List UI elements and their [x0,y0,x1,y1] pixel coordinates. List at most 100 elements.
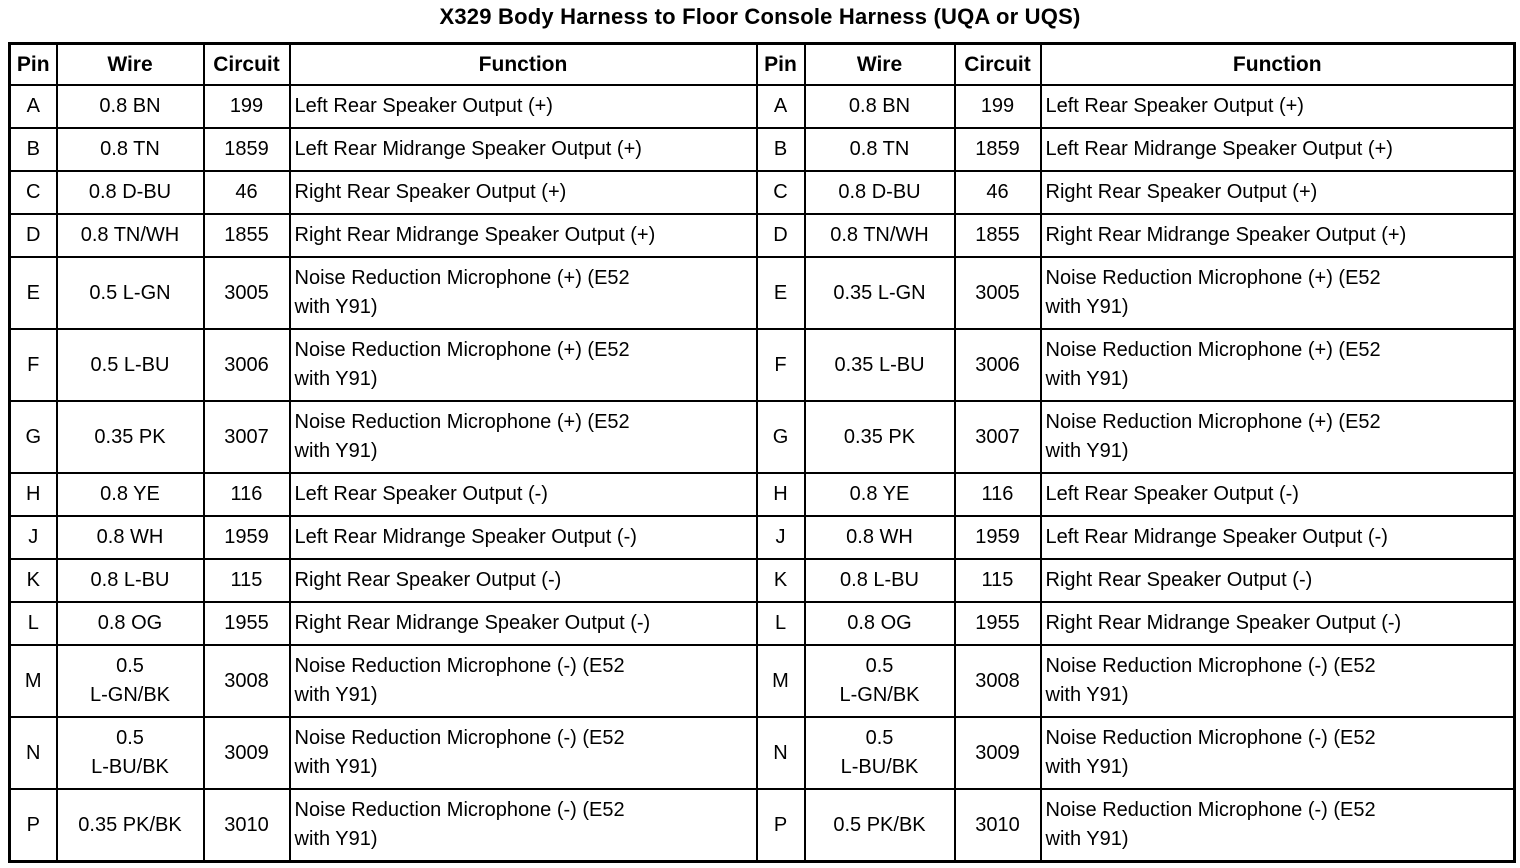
table-row: C 0.8 D-BU 46 Right Rear Speaker Output (+)… [8,170,1516,215]
header-row: Pin Wire Circuit Function Pin Wire Circu… [8,42,1516,86]
wire-cell: 0.8 BN [55,84,205,129]
wire-cell: 0.5 L-BU [55,328,205,402]
function-cell: Right Rear Speaker Output (-) [1039,558,1516,603]
pin-cell: M [8,644,58,718]
function-cell: Left Rear Midrange Speaker Output (+) [288,127,758,172]
circuit-cell: 3005 [953,256,1042,330]
function-cell: Noise Reduction Microphone (+) (E52 with… [1039,328,1516,402]
function-cell: Noise Reduction Microphone (+) (E52 with… [288,400,758,474]
pin-cell: C [755,170,806,215]
table-row: M 0.5 L-GN/BK 3008 Noise Reduction Micropho… [8,644,1516,718]
wire-cell: 0.8 WH [55,515,205,560]
function-cell: Left Rear Speaker Output (-) [288,472,758,517]
circuit-cell: 199 [953,84,1042,129]
pin-cell: C [8,170,58,215]
function-cell: Noise Reduction Microphone (-) (E52 with… [288,644,758,718]
function-cell: Noise Reduction Microphone (-) (E52 with… [1039,644,1516,718]
circuit-cell: 1855 [202,213,291,258]
function-cell: Noise Reduction Microphone (-) (E52 with… [288,716,758,790]
wire-cell: 0.8 D-BU [803,170,956,215]
circuit-cell: 1959 [953,515,1042,560]
circuit-cell: 1855 [953,213,1042,258]
function-cell: Left Rear Speaker Output (+) [288,84,758,129]
wire-cell: 0.8 L-BU [55,558,205,603]
pin-cell: J [8,515,58,560]
pin-cell: M [755,644,806,718]
wire-cell: 0.5 L-BU/BK [55,716,205,790]
function-cell: Right Rear Midrange Speaker Output (+) [1039,213,1516,258]
circuit-cell: 115 [953,558,1042,603]
pinout-table: Pin Wire Circuit Function Pin Wire Circu… [8,42,1516,863]
pin-cell: B [8,127,58,172]
wire-cell: 0.5 L-GN/BK [55,644,205,718]
wire-cell: 0.8 D-BU [55,170,205,215]
pin-cell: D [755,213,806,258]
wire-cell: 0.35 L-GN [803,256,956,330]
wire-cell: 0.8 OG [803,601,956,646]
pin-cell: N [8,716,58,790]
function-cell: Noise Reduction Microphone (-) (E52 with… [1039,788,1516,863]
circuit-cell: 46 [202,170,291,215]
pin-cell: H [755,472,806,517]
circuit-cell: 3010 [202,788,291,863]
function-cell: Noise Reduction Microphone (+) (E52 with… [1039,400,1516,474]
pin-cell: E [8,256,58,330]
pin-cell: E [755,256,806,330]
table-row: K 0.8 L-BU 115 Right Rear Speaker Output (-… [8,558,1516,603]
pin-cell: F [755,328,806,402]
pin-cell: D [8,213,58,258]
function-cell: Right Rear Speaker Output (+) [1039,170,1516,215]
wire-cell: 0.35 PK/BK [55,788,205,863]
function-cell: Right Rear Speaker Output (+) [288,170,758,215]
function-cell: Right Rear Midrange Speaker Output (-) [1039,601,1516,646]
header-function-right: Function [1039,42,1516,86]
circuit-cell: 3009 [953,716,1042,790]
wire-cell: 0.8 TN/WH [55,213,205,258]
page-title: X329 Body Harness to Floor Console Harne… [439,4,1081,29]
circuit-cell: 3007 [202,400,291,474]
pin-cell: G [8,400,58,474]
wire-cell: 0.35 PK [55,400,205,474]
table-row: N 0.5 L-BU/BK 3009 Noise Reduction Micropho… [8,716,1516,790]
circuit-cell: 1859 [202,127,291,172]
wire-cell: 0.8 TN/WH [803,213,956,258]
pin-cell: L [755,601,806,646]
circuit-cell: 3006 [953,328,1042,402]
pin-cell: K [8,558,58,603]
function-cell: Right Rear Midrange Speaker Output (+) [288,213,758,258]
pin-cell: N [755,716,806,790]
header-circuit-left: Circuit [202,42,291,86]
circuit-cell: 46 [953,170,1042,215]
function-cell: Noise Reduction Microphone (-) (E52 with… [288,788,758,863]
function-cell: Noise Reduction Microphone (+) (E52 with… [288,256,758,330]
wire-cell: 0.5 L-GN/BK [803,644,956,718]
circuit-cell: 3005 [202,256,291,330]
circuit-cell: 3006 [202,328,291,402]
pin-cell: A [8,84,58,129]
circuit-cell: 1955 [202,601,291,646]
pin-cell: G [755,400,806,474]
wire-cell: 0.8 L-BU [803,558,956,603]
circuit-cell: 3007 [953,400,1042,474]
circuit-cell: 1955 [953,601,1042,646]
pin-cell: P [8,788,58,863]
table-row: E 0.5 L-GN 3005 Noise Reduction Microphone … [8,256,1516,330]
table-row: J 0.8 WH 1959 Left Rear Midrange Speaker Ou… [8,515,1516,560]
wire-cell: 0.5 L-BU/BK [803,716,956,790]
wire-cell: 0.5 PK/BK [803,788,956,863]
pin-cell: P [755,788,806,863]
wire-cell: 0.8 BN [803,84,956,129]
pin-cell: L [8,601,58,646]
table-row: A 0.8 BN 199 Left Rear Speaker Output (+) A 0… [8,84,1516,129]
table-body: A 0.8 BN 199 Left Rear Speaker Output (+) A 0… [8,84,1516,863]
header-circuit-right: Circuit [953,42,1042,86]
circuit-cell: 3010 [953,788,1042,863]
function-cell: Noise Reduction Microphone (+) (E52 with… [1039,256,1516,330]
header-wire-right: Wire [803,42,956,86]
wire-cell: 0.8 TN [55,127,205,172]
table-row: P 0.35 PK/BK 3010 Noise Reduction Microphon… [8,788,1516,863]
header-wire-left: Wire [55,42,205,86]
table-row: G 0.35 PK 3007 Noise Reduction Microphone (… [8,400,1516,474]
pin-cell: B [755,127,806,172]
circuit-cell: 116 [202,472,291,517]
